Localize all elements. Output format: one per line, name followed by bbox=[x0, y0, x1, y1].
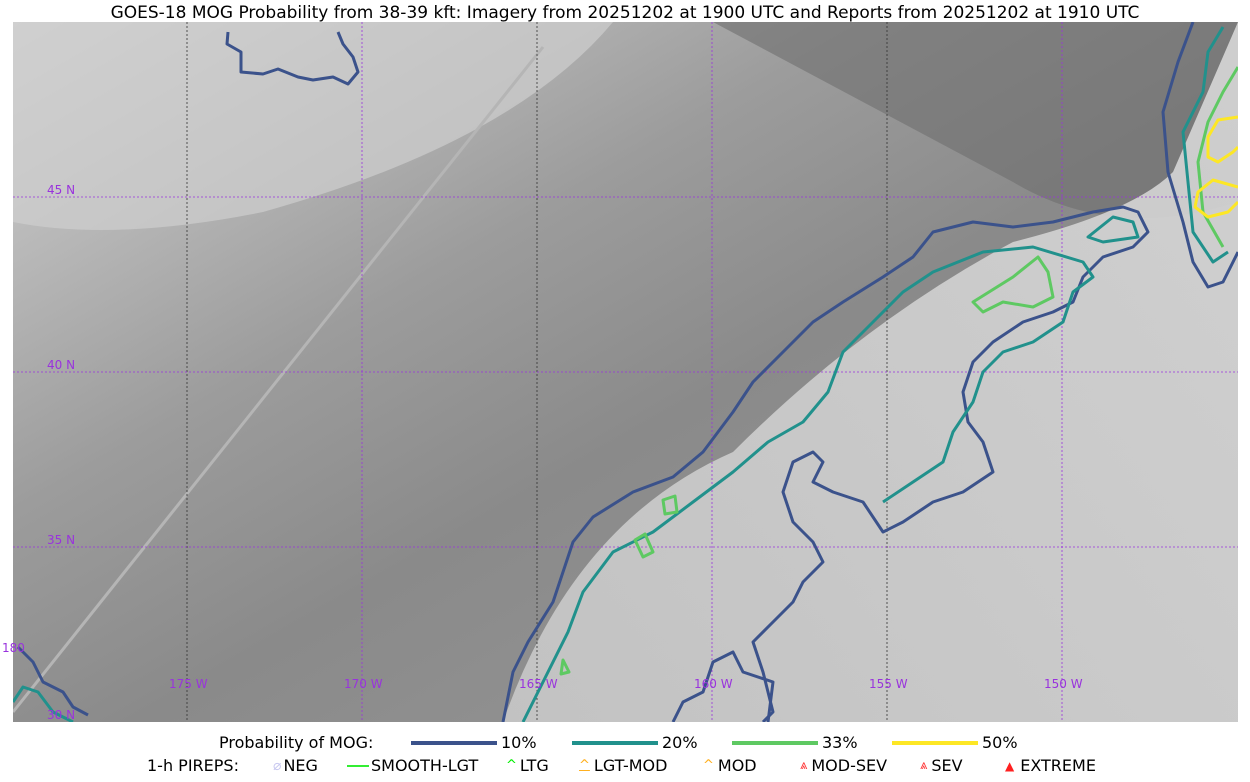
double-caret-icon: ⩓ bbox=[800, 758, 808, 773]
lon-label: 155 W bbox=[869, 677, 908, 691]
legend-item-mod: ^ MOD bbox=[703, 756, 757, 775]
contour-10pct bbox=[16, 645, 89, 717]
caret-icon: ^ bbox=[703, 758, 714, 773]
legend-item-extreme: ▲ EXTREME bbox=[1005, 756, 1096, 775]
lat-label: 35 N bbox=[47, 533, 76, 547]
contour-20pct bbox=[13, 685, 74, 722]
grid-lines bbox=[13, 22, 1238, 722]
double-caret-icon: ⩓ bbox=[920, 758, 928, 773]
line-swatch-icon bbox=[572, 740, 658, 745]
legend-item-33: 33% bbox=[732, 733, 858, 752]
lat-label: 45 N bbox=[47, 183, 76, 197]
line-icon bbox=[347, 764, 369, 767]
contour-10pct bbox=[501, 205, 1150, 722]
legend-item-smooth-lgt: SMOOTH-LGT bbox=[347, 756, 478, 775]
line-swatch-icon bbox=[732, 740, 818, 745]
lat-label: 30 N bbox=[47, 708, 76, 722]
line-swatch-icon bbox=[411, 740, 497, 745]
legend-item-lgt-mod: ^ LGT-MOD bbox=[579, 756, 668, 775]
legend-title: 1-h PIREPS: bbox=[147, 756, 239, 775]
scan-line bbox=[13, 46, 545, 713]
legend-item-ltg: ^ LTG bbox=[506, 756, 549, 775]
legend-item-10: 10% bbox=[411, 733, 537, 752]
lon-label: 175 W bbox=[169, 677, 208, 691]
contour-10pct bbox=[225, 31, 360, 86]
legend-item-sev: ⩓ SEV bbox=[920, 756, 963, 775]
lon-label: 170 W bbox=[344, 677, 383, 691]
chart-title: GOES-18 MOG Probability from 38-39 kft: … bbox=[110, 3, 1140, 23]
contour-20pct bbox=[1181, 26, 1229, 264]
contour-33pct bbox=[559, 494, 679, 676]
contour-33pct bbox=[1196, 66, 1238, 248]
contour-33pct bbox=[971, 255, 1055, 314]
lon-label: 160 W bbox=[694, 677, 733, 691]
legend-item-50: 50% bbox=[892, 733, 1018, 752]
triangle-icon: ▲ bbox=[1005, 758, 1015, 773]
contour-10pct bbox=[1161, 22, 1238, 289]
caret-icon: ^ bbox=[506, 758, 517, 773]
lon-label: 180 bbox=[2, 641, 25, 655]
line-swatch-icon bbox=[892, 740, 978, 745]
lat-label: 40 N bbox=[47, 358, 76, 372]
neg-icon: ⌀ bbox=[273, 757, 282, 774]
legend-item-neg: ⌀ NEG bbox=[273, 756, 318, 775]
hat-icon: ^ bbox=[579, 758, 590, 773]
lon-label: 150 W bbox=[1044, 677, 1083, 691]
satellite-map bbox=[13, 22, 1238, 722]
contour-50pct bbox=[1193, 115, 1238, 219]
legend-item-20: 20% bbox=[572, 733, 698, 752]
lon-label: 165 W bbox=[519, 677, 558, 691]
legend-item-mod-sev: ⩓ MOD-SEV bbox=[800, 756, 888, 775]
legend-title: Probability of MOG: bbox=[219, 733, 374, 752]
contour-10pct bbox=[671, 650, 775, 722]
contour-20pct bbox=[1086, 215, 1140, 244]
